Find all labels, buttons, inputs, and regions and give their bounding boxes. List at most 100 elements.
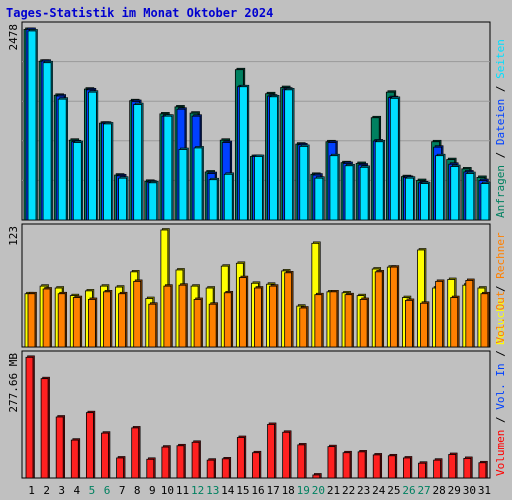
x-tick-label: 21 bbox=[327, 484, 340, 497]
bar-rechner-day-2 bbox=[42, 288, 51, 348]
bar-volumen-day-17 bbox=[267, 423, 275, 479]
x-tick-label: 15 bbox=[236, 484, 249, 497]
legend-entry: Anfragen bbox=[494, 165, 507, 218]
bar-seiten-day-6 bbox=[103, 123, 112, 221]
x-tick-label: 7 bbox=[119, 484, 126, 497]
bar-rechner-day-20 bbox=[314, 294, 323, 348]
bar-rechner-day-13 bbox=[208, 303, 217, 348]
bar-seiten-day-24 bbox=[374, 141, 384, 221]
bar-seiten-day-8 bbox=[133, 104, 143, 221]
legend-entry: Dateien bbox=[494, 99, 507, 145]
bar-rechner-day-6 bbox=[103, 291, 111, 348]
x-tick-label: 16 bbox=[251, 484, 264, 497]
bar-rechner-day-30 bbox=[465, 280, 474, 348]
bar-volumen-day-22 bbox=[342, 452, 351, 479]
bar-volumen-day-4 bbox=[70, 439, 79, 479]
bar-volumen-day-18 bbox=[282, 431, 291, 479]
x-tick-label: 30 bbox=[463, 484, 476, 497]
x-tick-label: 25 bbox=[387, 484, 400, 497]
legend-entry: Vol. In bbox=[494, 363, 507, 409]
bar-volumen-day-21 bbox=[327, 446, 336, 479]
bar-volumen-day-11 bbox=[176, 445, 185, 479]
bar-seiten-day-28 bbox=[435, 155, 445, 221]
x-tick-label: 12 bbox=[191, 484, 204, 497]
legend-entry: / bbox=[494, 79, 507, 99]
bar-rechner-day-12 bbox=[193, 299, 202, 348]
bar-rechner-day-25 bbox=[389, 266, 398, 348]
bar-volumen-day-1 bbox=[25, 356, 34, 479]
series-legend: Volumen / Vol. In / Vol. Out bbox=[494, 291, 507, 476]
ymax-label: 2478 bbox=[7, 24, 20, 51]
bar-rechner-day-19 bbox=[299, 307, 308, 348]
legend-entry: / bbox=[494, 145, 507, 165]
x-tick-label: 8 bbox=[134, 484, 141, 497]
bar-volumen-day-3 bbox=[55, 416, 64, 479]
legend-entry: / bbox=[494, 279, 507, 299]
legend-entry: Besuche bbox=[494, 299, 507, 345]
bar-rechner-day-28 bbox=[435, 280, 444, 348]
x-tick-label: 6 bbox=[104, 484, 111, 497]
bar-rechner-day-7 bbox=[118, 293, 126, 348]
x-tick-label: 23 bbox=[357, 484, 370, 497]
x-tick-label: 18 bbox=[282, 484, 295, 497]
bar-volumen-day-26 bbox=[403, 457, 411, 479]
x-tick-label: 11 bbox=[176, 484, 189, 497]
bar-volumen-day-28 bbox=[433, 459, 442, 479]
x-tick-label: 29 bbox=[448, 484, 461, 497]
bar-seiten-day-1 bbox=[27, 30, 37, 221]
bar-volumen-day-25 bbox=[387, 455, 396, 479]
bar-volumen-day-27 bbox=[418, 462, 426, 479]
bar-volumen-day-30 bbox=[463, 457, 472, 479]
bar-seiten-day-10 bbox=[163, 115, 173, 221]
bar-rechner-day-15 bbox=[238, 277, 247, 348]
bar-rechner-day-22 bbox=[344, 294, 353, 348]
bar-seiten-day-14 bbox=[223, 173, 233, 221]
bar-seiten-day-2 bbox=[42, 62, 52, 221]
bar-seiten-day-17 bbox=[269, 96, 278, 221]
legend-entry: Vol. Out bbox=[494, 291, 507, 344]
bar-seiten-day-22 bbox=[344, 165, 354, 221]
x-tick-label: 2 bbox=[43, 484, 50, 497]
bar-volumen-day-24 bbox=[372, 454, 381, 479]
bar-seiten-day-25 bbox=[389, 97, 399, 221]
bar-volumen-day-8 bbox=[131, 427, 140, 479]
bar-volumen-day-2 bbox=[40, 378, 49, 479]
bar-volumen-day-14 bbox=[221, 458, 230, 479]
bar-volumen-day-9 bbox=[146, 458, 155, 479]
bar-seiten-day-31 bbox=[480, 183, 490, 221]
bar-volumen-day-31 bbox=[478, 462, 487, 479]
bar-seiten-day-27 bbox=[420, 183, 429, 221]
bar-seiten-day-15 bbox=[238, 86, 248, 221]
bar-rechner-day-26 bbox=[405, 299, 413, 348]
legend-entry: Seiten bbox=[494, 39, 507, 79]
bar-volumen-day-5 bbox=[85, 412, 94, 479]
legend-entry: Rechner bbox=[494, 232, 507, 279]
panel-top: 2478 Anfragen / Dateien / Seiten bbox=[7, 21, 507, 221]
x-tick-label: 10 bbox=[161, 484, 174, 497]
bar-rechner-day-16 bbox=[254, 287, 262, 348]
legend-entry: / bbox=[494, 344, 507, 364]
bar-seiten-day-4 bbox=[72, 142, 82, 221]
series-legend: Besuche / Rechner bbox=[494, 232, 507, 345]
ymax-label: 123 bbox=[7, 226, 20, 246]
bar-rechner-day-31 bbox=[480, 293, 489, 348]
bar-rechner-day-14 bbox=[223, 292, 232, 348]
bar-seiten-day-16 bbox=[254, 156, 263, 221]
x-tick-label: 26 bbox=[402, 484, 415, 497]
x-tick-label: 14 bbox=[221, 484, 235, 497]
bar-seiten-day-30 bbox=[465, 173, 475, 221]
bar-volumen-day-15 bbox=[236, 437, 245, 479]
bar-volumen-day-16 bbox=[252, 452, 260, 479]
bar-rechner-day-5 bbox=[87, 299, 96, 348]
bar-seiten-day-3 bbox=[57, 98, 67, 221]
bar-rechner-day-9 bbox=[148, 303, 157, 348]
bar-rechner-day-8 bbox=[133, 280, 142, 348]
x-tick-label: 24 bbox=[372, 484, 386, 497]
bar-seiten-day-13 bbox=[208, 179, 218, 221]
x-tick-label: 9 bbox=[149, 484, 156, 497]
bar-seiten-day-5 bbox=[87, 91, 97, 221]
panel-bottom: 277.66 MB Volumen / Vol. In / Vol. Out bbox=[7, 291, 507, 479]
bar-seiten-day-20 bbox=[314, 177, 324, 221]
